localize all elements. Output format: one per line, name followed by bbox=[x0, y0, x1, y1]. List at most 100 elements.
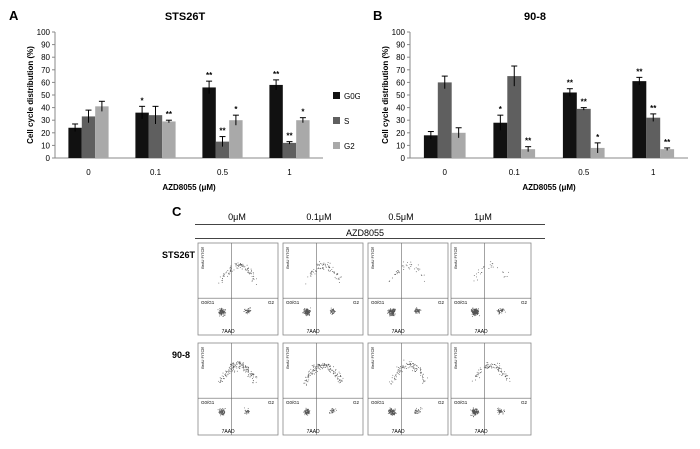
flow-event-dot bbox=[252, 271, 254, 273]
flow-event-dot bbox=[306, 409, 307, 411]
flow-event-dot bbox=[497, 311, 499, 313]
flow-event-dot bbox=[399, 371, 401, 373]
flow-event-dot bbox=[337, 273, 339, 275]
flow-event-dot bbox=[475, 309, 477, 311]
flow-event-dot bbox=[501, 368, 503, 370]
flow-event-dot bbox=[487, 362, 489, 364]
flow-event-dot bbox=[317, 366, 319, 368]
flow-event-dot bbox=[478, 374, 480, 376]
flow-event-dot bbox=[481, 272, 483, 274]
flow-event-dot bbox=[223, 408, 225, 410]
flow-event-dot bbox=[394, 412, 396, 414]
flow-event-dot bbox=[338, 371, 340, 373]
flow-event-dot bbox=[221, 279, 223, 281]
flow-event-dot bbox=[322, 362, 324, 364]
flow-event-dot bbox=[228, 371, 230, 373]
x-tick-label: 0.5 bbox=[217, 168, 229, 177]
flow-event-dot bbox=[331, 409, 333, 411]
flow-event-dot bbox=[473, 412, 475, 414]
flow-event-dot bbox=[237, 361, 239, 363]
flow-event-dot bbox=[416, 368, 418, 370]
flow-event-dot bbox=[311, 272, 312, 274]
x-tick-label: 1 bbox=[651, 168, 656, 177]
flow-plot bbox=[197, 242, 279, 336]
bar-g2 bbox=[162, 121, 176, 158]
flow-event-dot bbox=[415, 368, 417, 370]
flow-event-dot bbox=[498, 409, 500, 411]
flow-event-dot bbox=[471, 308, 473, 310]
flow-event-dot bbox=[256, 376, 258, 378]
x-tick-label: 0.1 bbox=[150, 168, 162, 177]
flow-event-dot bbox=[331, 412, 333, 414]
flow-event-dot bbox=[321, 368, 323, 370]
flow-event-dot bbox=[475, 276, 477, 278]
flow-event-dot bbox=[333, 310, 335, 312]
flow-event-dot bbox=[311, 370, 313, 372]
flow-event-dot bbox=[310, 310, 311, 312]
flow-event-dot bbox=[241, 364, 243, 366]
flow-event-dot bbox=[339, 276, 341, 278]
flow-event-dot bbox=[503, 373, 505, 375]
flow-event-dot bbox=[220, 381, 221, 383]
flow-event-dot bbox=[475, 379, 477, 381]
flow-event-dot bbox=[314, 368, 316, 369]
flow-y-axis-label: BrdU FITC bbox=[370, 350, 375, 369]
flow-event-dot bbox=[238, 264, 240, 266]
flow-event-dot bbox=[483, 266, 485, 267]
significance-label: * bbox=[141, 96, 145, 105]
flow-event-dot bbox=[228, 369, 230, 371]
flow-event-dot bbox=[390, 311, 392, 313]
flow-event-dot bbox=[306, 380, 308, 382]
quadrant-label-s: S bbox=[371, 346, 374, 351]
flow-event-dot bbox=[236, 366, 238, 368]
flow-event-dot bbox=[322, 365, 324, 367]
flow-event-dot bbox=[413, 364, 415, 366]
flow-event-dot bbox=[402, 365, 404, 367]
x-tick-label: 0 bbox=[443, 168, 448, 177]
flow-event-dot bbox=[395, 379, 397, 381]
flow-event-dot bbox=[476, 410, 478, 412]
flow-event-dot bbox=[416, 308, 418, 309]
quadrant-label-g2: G2 bbox=[438, 300, 445, 305]
flow-event-dot bbox=[222, 309, 224, 311]
flow-event-dot bbox=[397, 370, 399, 372]
flow-event-dot bbox=[243, 308, 245, 310]
flow-event-dot bbox=[406, 265, 408, 267]
flow-event-dot bbox=[304, 412, 306, 414]
flow-event-dot bbox=[392, 311, 394, 313]
bar-g2 bbox=[95, 106, 109, 158]
flow-event-dot bbox=[329, 412, 331, 414]
flow-event-dot bbox=[221, 375, 223, 377]
flow-event-dot bbox=[497, 411, 499, 413]
flow-event-dot bbox=[501, 371, 503, 373]
flow-event-dot bbox=[219, 411, 220, 413]
bar-g0g1 bbox=[423, 135, 438, 158]
flow-event-dot bbox=[247, 409, 249, 411]
flow-event-dot bbox=[308, 379, 310, 381]
flow-event-dot bbox=[255, 376, 256, 378]
flow-event-dot bbox=[340, 382, 341, 384]
flow-event-dot bbox=[419, 309, 421, 311]
x-axis-label: AZD8055 (μM) bbox=[522, 183, 576, 192]
flow-event-dot bbox=[321, 367, 323, 369]
flow-event-dot bbox=[479, 315, 481, 317]
flow-event-dot bbox=[471, 410, 473, 412]
bar-s bbox=[576, 108, 591, 158]
flow-event-dot bbox=[414, 412, 416, 414]
flow-event-dot bbox=[509, 380, 511, 382]
flow-event-dot bbox=[219, 311, 220, 313]
flow-event-dot bbox=[417, 367, 419, 368]
flow-event-dot bbox=[475, 409, 476, 411]
bar-g2 bbox=[451, 132, 466, 158]
flow-event-dot bbox=[394, 311, 396, 313]
flow-event-dot bbox=[222, 414, 224, 416]
flow-event-dot bbox=[423, 381, 425, 383]
flow-event-dot bbox=[250, 273, 252, 275]
flow-event-dot bbox=[331, 310, 333, 312]
flow-event-dot bbox=[245, 268, 247, 270]
flow-event-dot bbox=[218, 411, 220, 413]
flow-event-dot bbox=[417, 411, 419, 413]
flow-event-dot bbox=[397, 367, 399, 368]
flow-event-dot bbox=[471, 313, 473, 315]
flow-event-dot bbox=[308, 374, 310, 376]
